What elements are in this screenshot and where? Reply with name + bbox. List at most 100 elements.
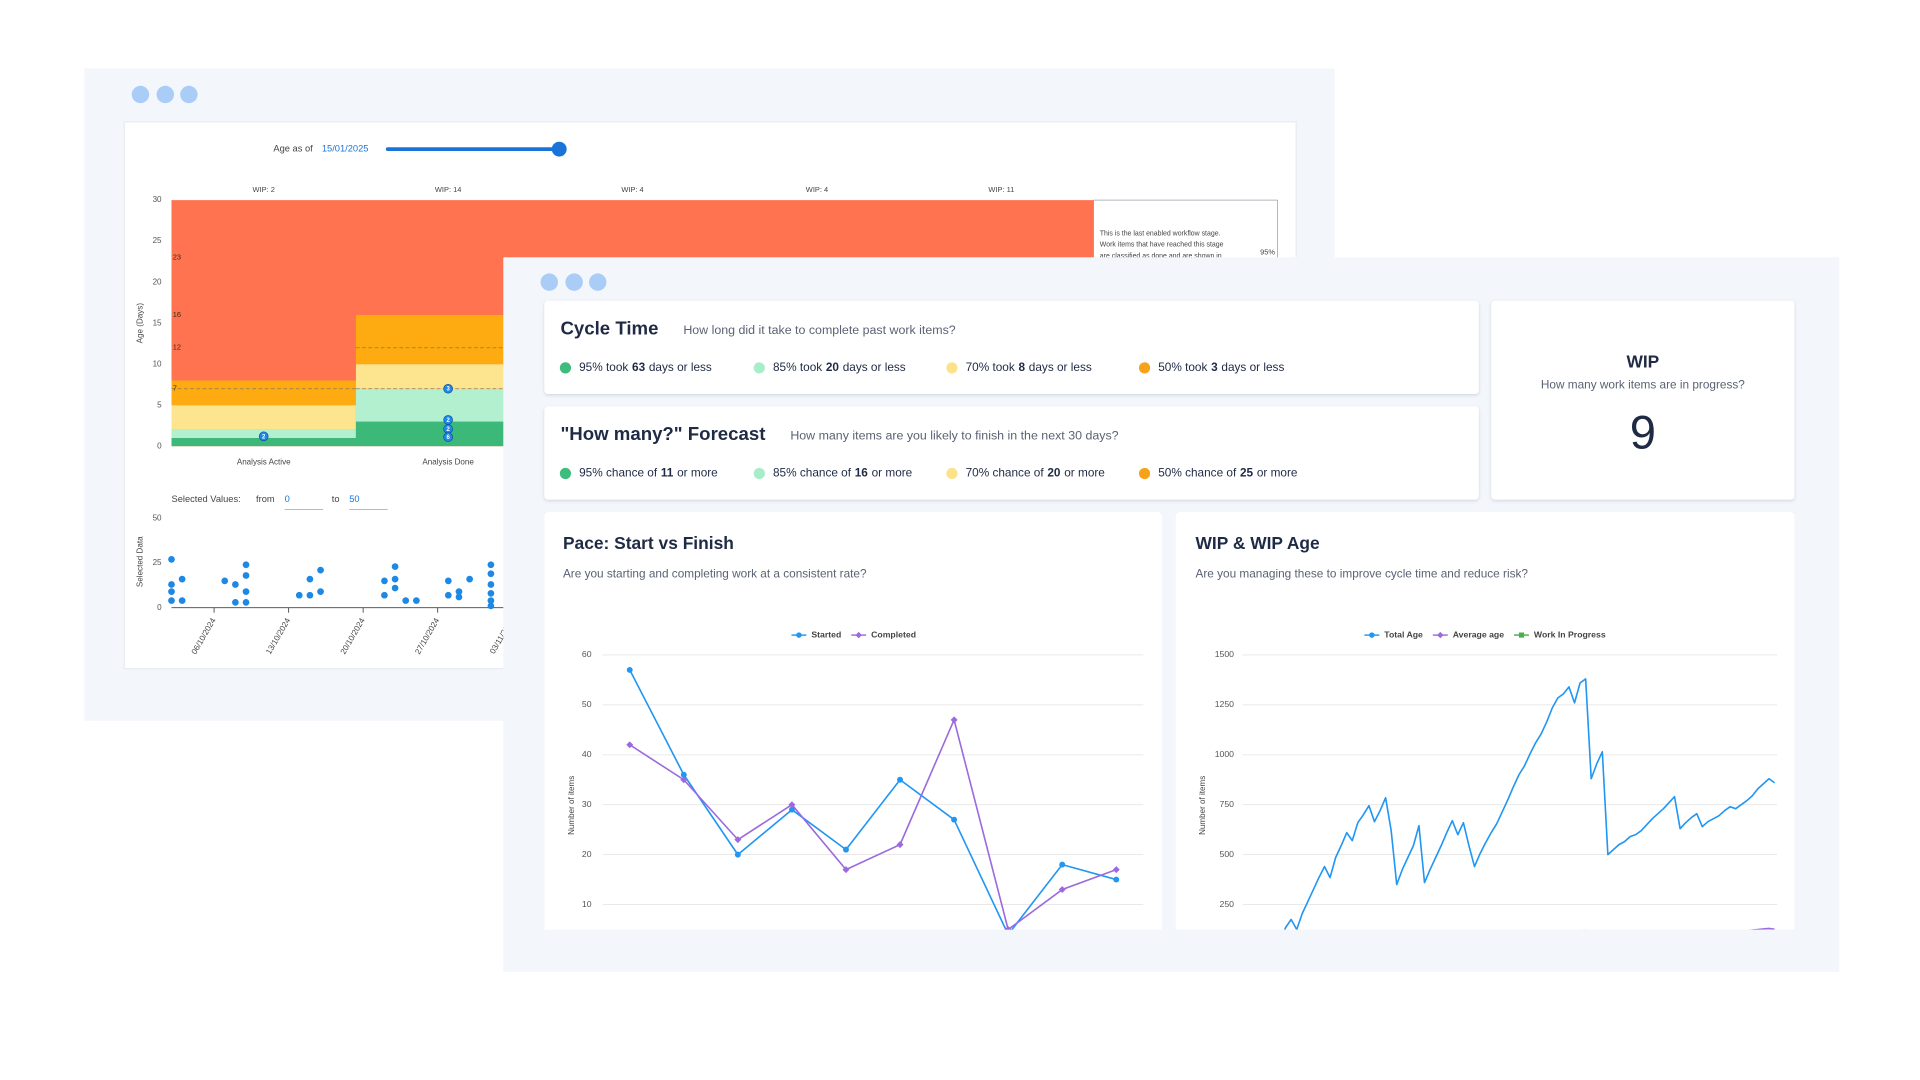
percentile-annotation: 7 (173, 384, 177, 393)
cycle-time-items: 95% took 63 days or less 85% took 20 days or … (559, 360, 1284, 374)
marker (734, 836, 742, 844)
point (232, 599, 239, 606)
point (381, 577, 388, 585)
point (466, 575, 473, 583)
point (391, 563, 399, 570)
marker (734, 851, 741, 858)
series-line (1283, 678, 1776, 930)
done-percent: 95% (1260, 247, 1275, 256)
wip-value: 9 (1630, 407, 1656, 460)
legend-dot (946, 467, 958, 480)
y-tick-label: 20 (153, 277, 162, 286)
point (381, 591, 388, 599)
y-tick-label: 0 (157, 603, 162, 612)
from-label: from (256, 494, 275, 504)
from-input[interactable]: 0 (285, 494, 290, 504)
y-tick-label: 50 (582, 699, 592, 709)
stat-label: 95% took (579, 360, 628, 374)
x-tick-label: Analysis Active (237, 457, 291, 466)
pace-card (544, 512, 1162, 930)
stat-suffix: or more (1257, 466, 1298, 480)
legend-dot (1138, 362, 1151, 374)
point (487, 581, 495, 588)
marker (896, 841, 904, 849)
work-item-count: 2 (446, 418, 450, 424)
card-title: "How many?" Forecast (560, 423, 765, 444)
stat-text: 85% chance of 16 or more (773, 466, 913, 480)
y-tick-label: 500 (1220, 849, 1235, 859)
stat-value: 3 (1211, 360, 1218, 374)
stat-value: 11 (661, 466, 674, 480)
wip-age-chart: 250 500 750 1000 1250 1500 Number of items Tota… (1198, 629, 1778, 930)
stat-value: 20 (826, 360, 840, 374)
stat-label: 70% took (966, 360, 1015, 374)
legend-dot (753, 362, 765, 374)
window-dot (180, 85, 198, 104)
legend-label: Work In Progress (1534, 629, 1606, 639)
y-tick-label: 60 (582, 649, 592, 659)
slider-thumb[interactable] (551, 141, 567, 157)
card-subtitle: How long did it take to complete past wo… (683, 323, 955, 337)
marker (1112, 866, 1120, 874)
y-tick-label: 30 (582, 799, 592, 809)
card-subtitle: How many items are you likely to finish … (790, 429, 1118, 443)
stat-text: 70% chance of 20 or more (966, 466, 1106, 480)
chart-title: WIP & WIP Age (1195, 533, 1320, 553)
y-tick-label: 10 (153, 359, 162, 368)
to-input[interactable]: 50 (349, 494, 359, 504)
point (242, 572, 250, 579)
wip-label: WIP: 14 (435, 185, 461, 194)
point (168, 597, 175, 604)
legend-label: Average age (1453, 629, 1505, 639)
stat-text: 85% took 20 days or less (773, 360, 906, 374)
y-tick-label: 10 (582, 899, 592, 909)
marker (1113, 876, 1120, 883)
legend-label: Total Age (1384, 629, 1423, 639)
y-tick-label: 750 (1220, 799, 1235, 809)
stat-value: 20 (1047, 466, 1061, 480)
y-tick-label: 1500 (1215, 649, 1234, 659)
point (402, 597, 410, 604)
point (487, 561, 495, 569)
percentile-band (171, 405, 356, 430)
legend-label: Started (811, 629, 841, 639)
legend-marker (855, 631, 862, 639)
point (444, 577, 452, 585)
legend-label: Completed (871, 629, 916, 639)
work-item-count: 3 (446, 387, 450, 393)
marker (626, 666, 633, 673)
age-as-of-label: Age as of (273, 144, 313, 154)
legend-marker (796, 632, 802, 638)
marker (951, 816, 958, 823)
y-axis-label: Number of items (1198, 776, 1207, 835)
percentile-band (171, 380, 356, 406)
marker (626, 741, 634, 749)
legend-dot (1138, 467, 1151, 480)
y-tick-label: 40 (582, 749, 592, 759)
point (306, 591, 314, 599)
stat-text: 95% took 63 days or less (579, 360, 712, 374)
legend-marker (1369, 632, 1375, 638)
age-as-of-date[interactable]: 15/01/2025 (322, 144, 369, 154)
y-tick-label: 30 (153, 195, 162, 204)
stat-text: 70% took 8 days or less (966, 360, 1092, 374)
card-title: Cycle Time (560, 317, 658, 338)
y-axis-label: Number of items (567, 776, 576, 835)
point (487, 602, 495, 610)
y-axis-label: Selected Data (136, 536, 145, 587)
stat-suffix: days or less (1029, 360, 1092, 374)
wip-card (1491, 300, 1795, 500)
point (413, 597, 420, 604)
y-tick-label: 25 (153, 558, 162, 567)
marker (788, 801, 796, 809)
point (168, 588, 175, 595)
y-tick-label: 1000 (1215, 749, 1234, 759)
stat-suffix: or more (1064, 466, 1105, 480)
y-tick-label: 15 (153, 318, 162, 327)
wip-label: WIP: 4 (806, 185, 828, 194)
marker (1004, 926, 1012, 930)
stat-value: 25 (1240, 466, 1254, 480)
y-axis-label: Age (Days) (136, 303, 145, 344)
stat-label: 95% chance of (579, 466, 658, 480)
